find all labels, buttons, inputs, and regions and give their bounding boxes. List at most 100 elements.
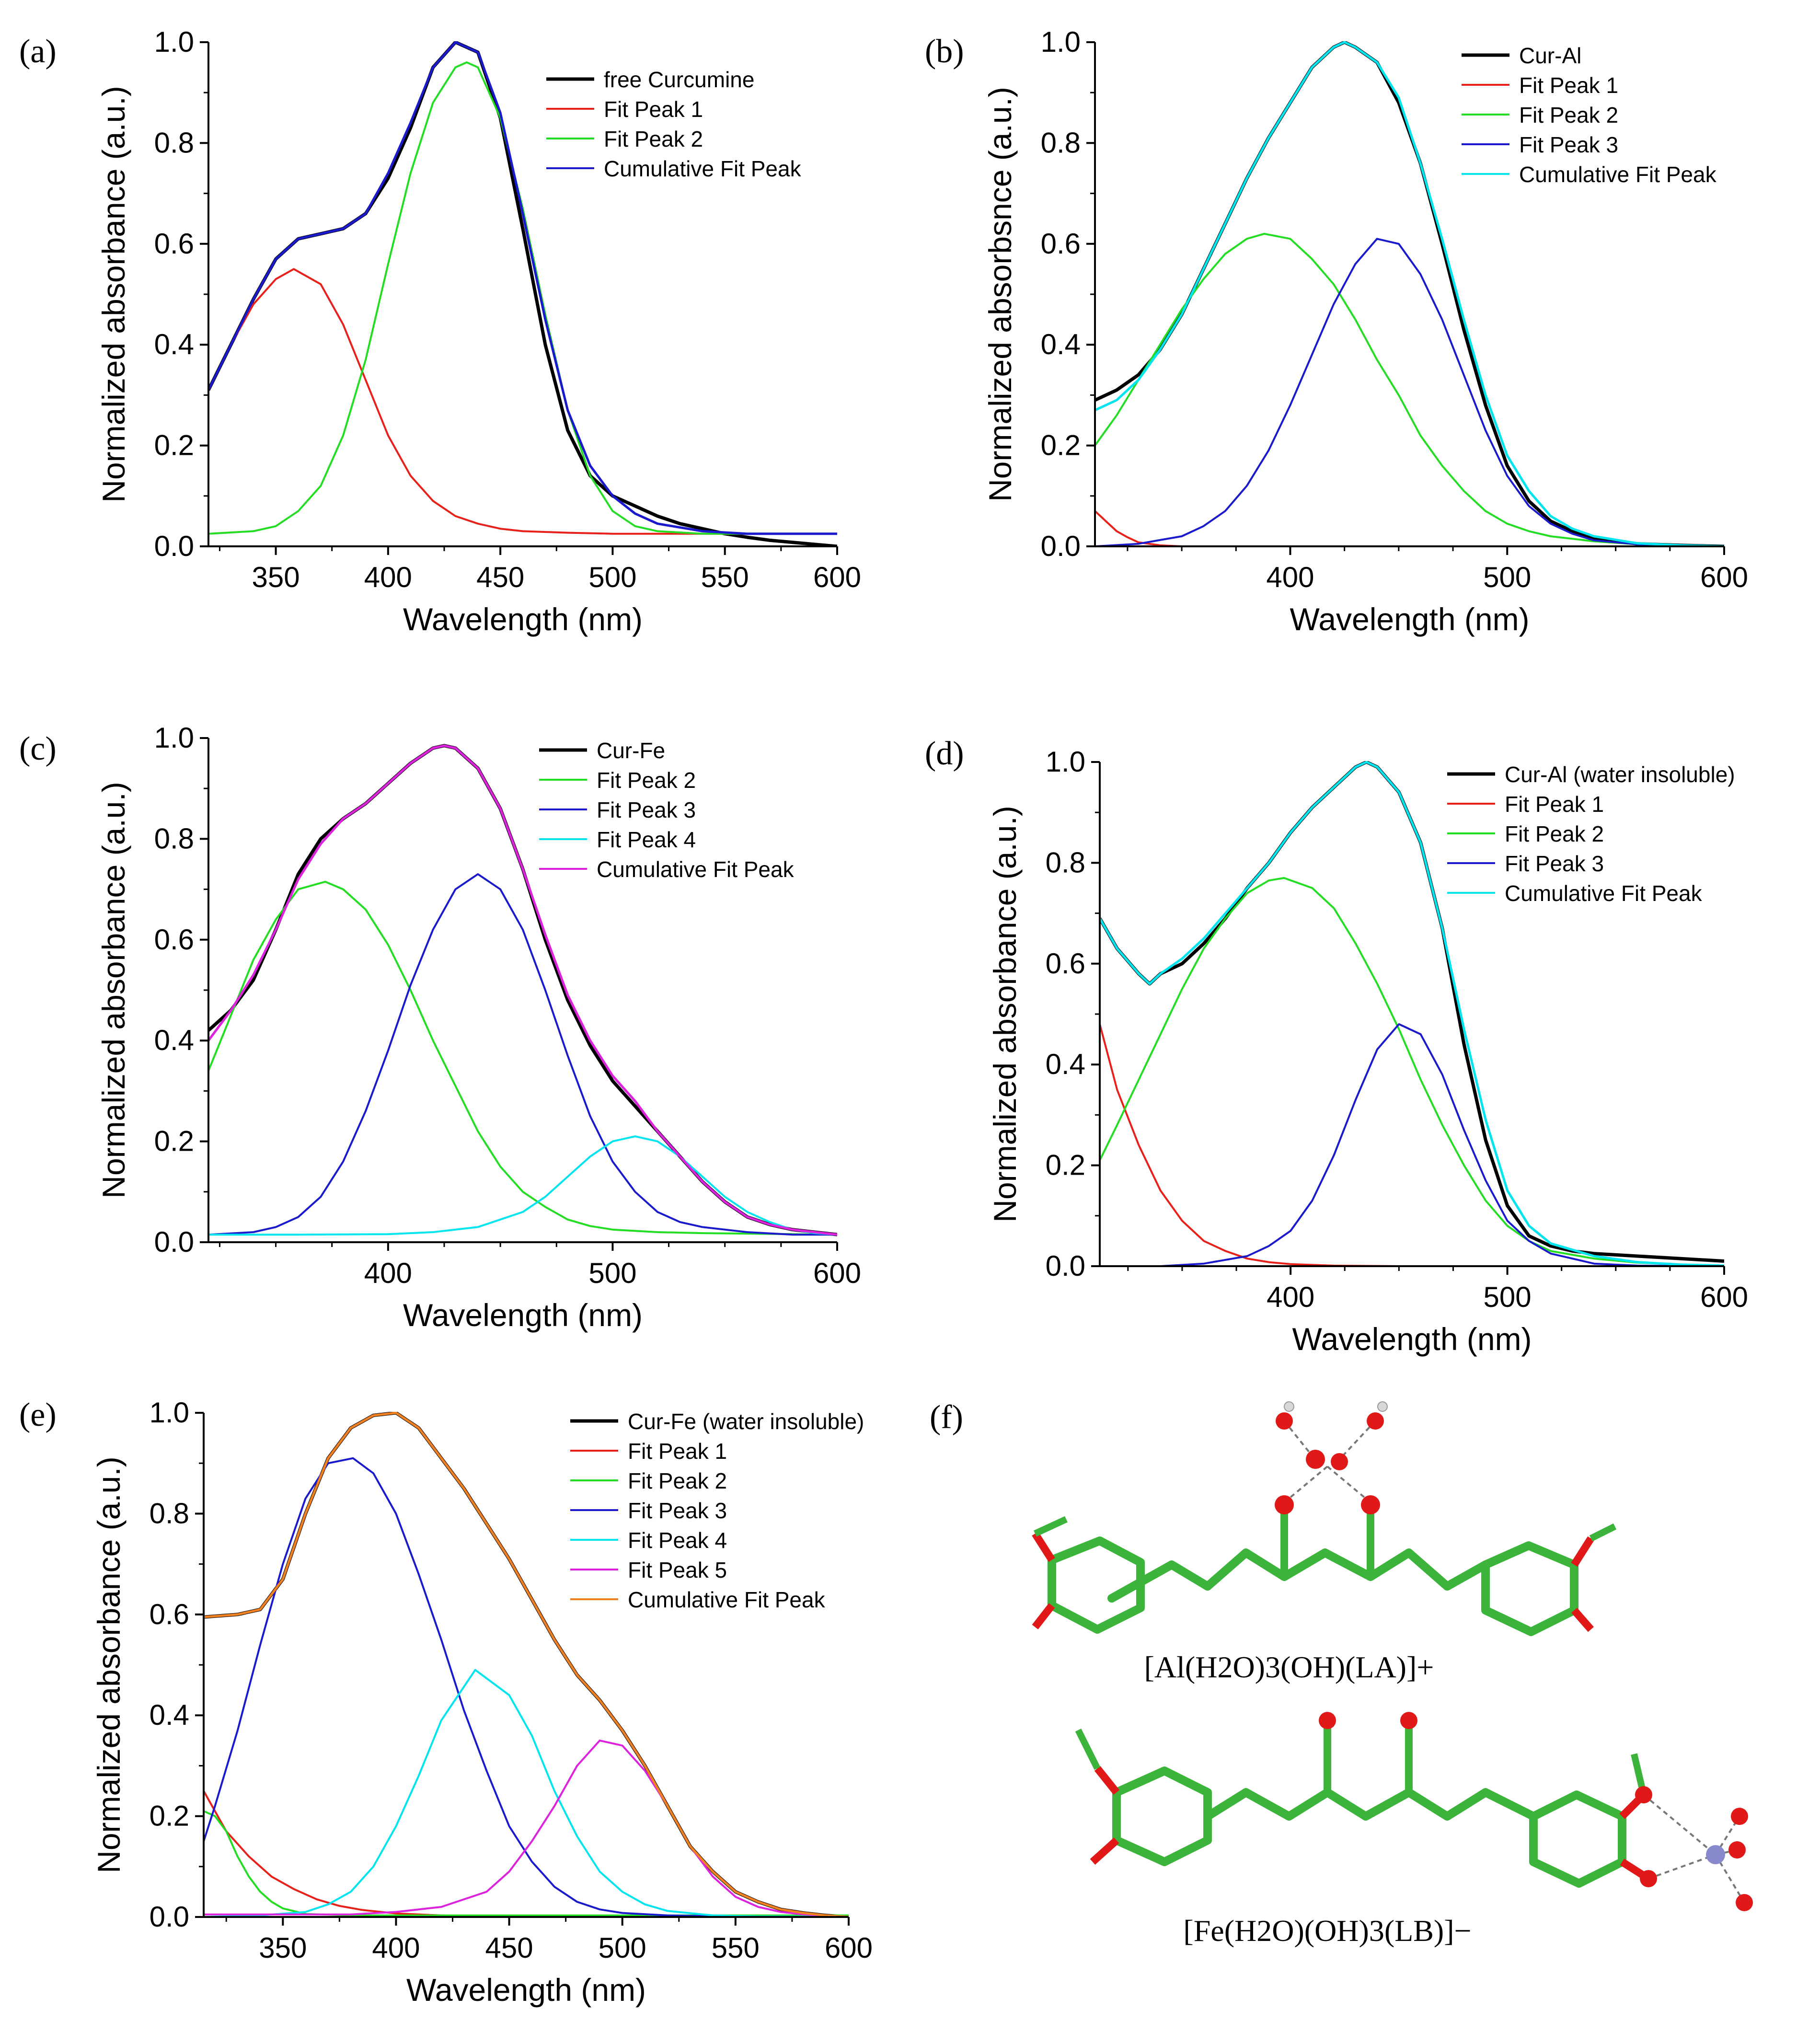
chart-b-x-tick-label: 400 (1266, 561, 1314, 593)
chart-e-series-line-5 (204, 1669, 849, 1918)
iron-atom (1706, 1845, 1725, 1864)
chart-e-legend-label: Fit Peak 3 (628, 1498, 727, 1523)
chart-e-legend-label: Cur-Fe (water insoluble) (628, 1409, 864, 1434)
chart-b: (b) 400 500 600 0.0 0.2 0.4 0.6 0.8 1.0 Wavelength… (925, 26, 1748, 637)
oxygen-atom (1319, 1712, 1336, 1729)
al-water-cluster (1276, 1401, 1388, 1503)
chart-b-y-tick-label: 0.0 (1041, 530, 1081, 562)
chart-c-x-tick-label: 500 (588, 1257, 636, 1289)
chart-b-y-tick-label: 0.6 (1041, 228, 1081, 260)
fe-right-ring (1529, 1790, 1626, 1888)
fe-complex-molecule: [Fe(H2O)(OH)3(LB)]− (1075, 1712, 1753, 1948)
chart-e-x-axis-label: Wavelength (nm) (406, 1972, 646, 2008)
chart-b-y-tick-label: 0.8 (1041, 127, 1081, 159)
chart-a-series-line-3 (208, 61, 837, 535)
chart-a-legend-label: Fit Peak 2 (604, 127, 703, 151)
chart-b-series-line-1 (1095, 41, 1724, 547)
chart-c-series-group (208, 744, 837, 1236)
oxygen-atom (1736, 1894, 1753, 1911)
chart-d-series-group (1100, 761, 1724, 1267)
chart-a-x-tick-label: 350 (252, 561, 300, 593)
chart-e-x-tick-label: 550 (712, 1932, 760, 1964)
chart-c-legend-label: Fit Peak 3 (597, 797, 696, 822)
chart-b-series-line-5 (1095, 41, 1724, 547)
chart-e-series-group (204, 1412, 849, 1918)
chart-d-y-tick-label: 0.2 (1046, 1149, 1085, 1181)
chart-e-legend-label: Fit Peak 1 (628, 1439, 727, 1464)
chart-e-legend-label: Fit Peak 2 (628, 1468, 727, 1493)
al-complex-molecule: [Al(H2O)3(OH)(LA)]+ (1032, 1401, 1617, 1684)
chart-c-y-tick-label: 1.0 (154, 722, 194, 754)
chart-d-y-tick-label: 1.0 (1046, 746, 1085, 778)
chart-b-y-axis-label: Normalized absorbsnce (a.u.) (982, 87, 1018, 502)
fe-complex-caption: [Fe(H2O)(OH)3(LB)]− (1183, 1914, 1471, 1948)
chart-c-y-tick-label: 0.8 (154, 822, 194, 854)
chart-e-legend-label: Fit Peak 4 (628, 1528, 727, 1553)
chart-a-x-tick-label: 500 (588, 561, 636, 593)
chart-a-panel-label: (a) (19, 33, 57, 70)
chart-a-y-tick-label: 0.4 (154, 328, 194, 360)
chart-e-panel-label: (e) (19, 1397, 57, 1433)
chart-e-y-tick-label: 0.4 (150, 1699, 189, 1731)
chart-c-legend-label: Fit Peak 2 (597, 768, 696, 793)
chart-a-x-tick-label: 550 (701, 561, 749, 593)
chart-e-series-line-7 (204, 1412, 849, 1918)
chart-d-y-tick-label: 0.4 (1046, 1048, 1085, 1080)
chart-b-series-line-4 (1095, 238, 1724, 547)
chart-d-x-tick-label: 400 (1267, 1281, 1314, 1313)
chart-e-legend-label: Fit Peak 5 (628, 1558, 727, 1582)
chart-e-y-tick-label: 0.6 (150, 1598, 189, 1630)
chart-b-legend-label: Fit Peak 2 (1519, 103, 1618, 127)
oxygen-atom (1275, 1495, 1294, 1514)
chart-a-series-line-2 (208, 268, 837, 535)
chart-d-series-line-4 (1160, 1023, 1724, 1267)
chart-b-legend-label: Cumulative Fit Peak (1519, 162, 1717, 187)
chart-c-legend-label: Cur-Fe (597, 738, 665, 763)
chart-e-series-line-1 (204, 1412, 849, 1918)
oxygen-atom (1731, 1808, 1748, 1825)
chart-c-y-axis-label: Normalized absorbance (a.u.) (96, 782, 131, 1198)
chart-a-legend-label: Cumulative Fit Peak (604, 156, 802, 181)
chart-c-series-line-2 (208, 880, 837, 1236)
chart-e-x-tick-label: 350 (259, 1932, 307, 1964)
fe-left-ring (1112, 1766, 1212, 1866)
chart-a-x-axis-label: Wavelength (nm) (403, 601, 643, 637)
chart-d-panel-label: (d) (925, 735, 964, 772)
fe-ligand-backbone (1203, 1788, 1538, 1821)
chart-c-series-line-1 (208, 744, 837, 1236)
chart-a-y-tick-label: 0.6 (154, 228, 194, 260)
chart-c-x-tick-label: 400 (364, 1257, 412, 1289)
fe-coordination-sphere (1635, 1786, 1753, 1911)
oxygen-atom (1331, 1453, 1348, 1470)
chart-b-x-tick-label: 600 (1700, 561, 1748, 593)
chart-a: (a) 350 400 450 500 550 600 0.0 0.2 0.4 0.6 0.8 1.0 W… (19, 26, 861, 637)
chart-e-x-tick-label: 400 (372, 1932, 420, 1964)
chart-d-y-tick-label: 0.0 (1046, 1250, 1085, 1282)
chart-d-series-line-1 (1100, 761, 1724, 1263)
panel-f-label: (f) (930, 1399, 963, 1436)
oxygen-atom (1400, 1712, 1417, 1729)
chart-c-series-line-3 (208, 873, 837, 1236)
chart-c-y-tick-label: 0.0 (154, 1226, 194, 1258)
chart-b-x-axis-label: Wavelength (nm) (1290, 601, 1529, 637)
chart-b-legend-label: Fit Peak 3 (1519, 132, 1618, 157)
chart-b-y-tick-label: 1.0 (1041, 26, 1081, 58)
oxygen-atom (1306, 1450, 1325, 1469)
oxygen-atom (1361, 1495, 1380, 1514)
chart-e-x-tick-label: 600 (825, 1932, 873, 1964)
chart-c-series-line-5 (208, 744, 837, 1236)
chart-c-legend-label: Fit Peak 4 (597, 827, 696, 852)
chart-c-x-axis-label: Wavelength (nm) (403, 1297, 643, 1333)
chart-e-y-axis-label: Normalized absorbance (a.u.) (91, 1456, 127, 1873)
chart-d-series-line-3 (1100, 877, 1724, 1267)
oxygen-atom (1635, 1786, 1652, 1803)
chart-d-legend: Cur-Al (water insoluble) Fit Peak 1 Fit Pe… (1447, 762, 1735, 906)
chart-d-legend-label: Cur-Al (water insoluble) (1505, 762, 1735, 787)
oxygen-atom (1640, 1870, 1657, 1887)
chart-d-x-tick-label: 600 (1700, 1281, 1748, 1313)
chart-c-legend-label: Cumulative Fit Peak (597, 857, 795, 882)
chart-a-x-tick-label: 400 (364, 561, 412, 593)
chart-b-y-tick-label: 0.4 (1041, 328, 1081, 360)
chart-e-series-line-3 (204, 1810, 849, 1917)
